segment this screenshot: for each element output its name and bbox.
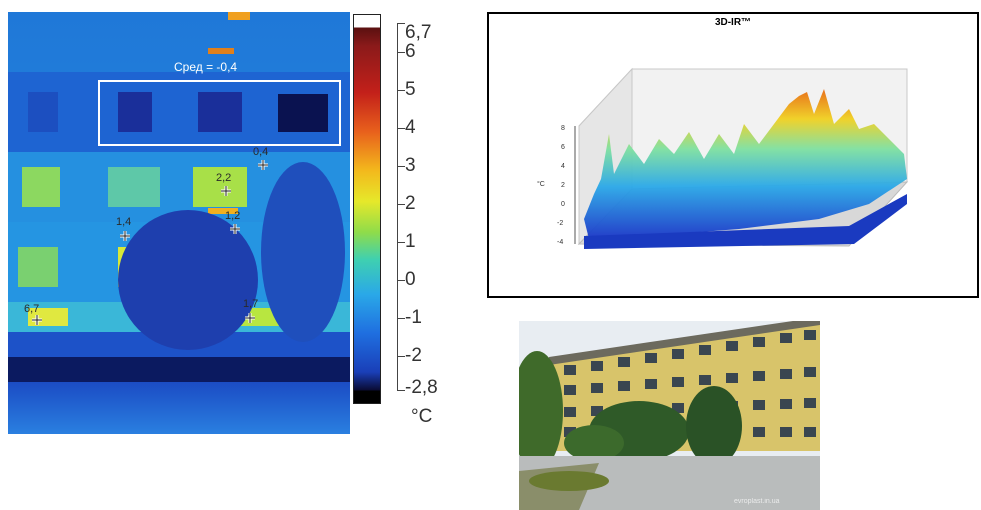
crosshair-icon — [221, 186, 231, 196]
point-label: 6,7 — [24, 303, 40, 315]
plot-3d-panel: 3D-IR™ °C 8 6 4 2 0 -2 -4 — [487, 12, 979, 298]
photo-watermark: evroplast.in.ua — [734, 498, 780, 505]
scale-tick — [397, 242, 405, 243]
scale-tick — [397, 90, 405, 91]
scale-tick — [397, 128, 405, 129]
scale-label: 2 — [405, 193, 416, 214]
crosshair-icon — [230, 224, 240, 234]
plot-3d-tick: 2 — [561, 182, 565, 189]
scale-tick — [397, 204, 405, 205]
plot-3d-tick: -4 — [557, 239, 563, 246]
scale-label: 6,7 — [405, 22, 432, 43]
plot-3d-tick: 4 — [561, 163, 565, 170]
crosshair-icon — [245, 313, 255, 323]
scale-label: -2 — [405, 345, 422, 366]
scale-label: 4 — [405, 117, 416, 138]
scale-label: -1 — [405, 307, 422, 328]
point-label: 1,4 — [116, 216, 132, 228]
crosshair-icon — [258, 160, 268, 170]
scale-unit: °C — [411, 406, 433, 427]
scale-label: 1 — [405, 231, 416, 252]
scale-tick — [397, 52, 405, 53]
point-label: 1,2 — [225, 210, 241, 222]
plot-3d-surface: °C 8 6 4 2 0 -2 -4 — [537, 67, 909, 249]
scale-label: -2,8 — [405, 377, 438, 398]
plot-3d-title: 3D-IR™ — [714, 17, 752, 28]
plot-3d-tick: 8 — [561, 125, 565, 132]
photo-scene: evroplast.in.ua — [519, 321, 820, 510]
point-label: 0,4 — [253, 146, 269, 158]
temperature-colorbar — [353, 14, 381, 404]
plot-3d-tick: -2 — [557, 220, 563, 227]
scale-tick — [397, 390, 405, 391]
plot-3d-tick: 0 — [561, 201, 565, 208]
scale-tick — [397, 356, 405, 357]
scale-label: 0 — [405, 269, 416, 290]
scale-tick — [397, 166, 405, 167]
point-label: 1,7 — [243, 298, 259, 310]
scale-label: 5 — [405, 79, 416, 100]
crosshair-icon — [32, 315, 42, 325]
avg-label: Сред = -0,4 — [174, 60, 238, 74]
thermal-scene — [8, 12, 350, 434]
scale-label: 3 — [405, 155, 416, 176]
plot-3d-tick: 6 — [561, 144, 565, 151]
thermal-image: Сред = -0,4 0,4 2,2 1,4 1,2 6,7 1,7 — [8, 12, 350, 434]
point-label: 2,2 — [216, 172, 232, 184]
plot-3d-axis-unit: °C — [537, 180, 545, 188]
scale-tick — [397, 318, 405, 319]
building-photo: evroplast.in.ua — [519, 321, 820, 510]
scale-axis — [397, 23, 398, 391]
scale-tick — [397, 280, 405, 281]
scale-label: 6 — [405, 41, 416, 62]
crosshair-icon — [120, 231, 130, 241]
scale-tick — [397, 23, 405, 24]
